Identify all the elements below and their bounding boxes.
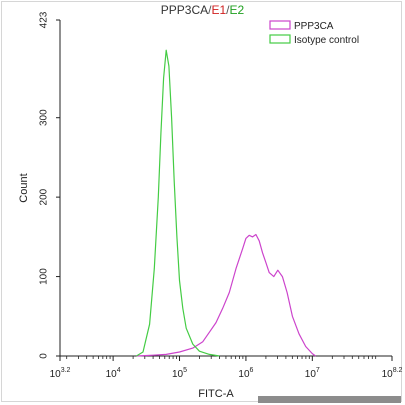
x-tick-label: 106 — [238, 367, 253, 380]
y-tick-label: 100 — [39, 268, 50, 285]
y-tick-label: 300 — [39, 109, 50, 126]
x-axis-title: FITC-A — [198, 388, 234, 400]
title-e2: E2 — [229, 3, 245, 17]
x-tick-label: 108.2 — [382, 367, 403, 380]
legend-label: Isotype control — [294, 35, 359, 46]
legend-label: PPP3CA — [294, 21, 334, 32]
legend-swatch — [269, 34, 291, 44]
x-tick-label: 103.2 — [50, 367, 71, 380]
series-line-ppp3ca — [136, 233, 316, 357]
title-main: PPP3CA — [160, 3, 209, 17]
series-line-isotype-control — [136, 49, 220, 357]
y-tick-label: 423 — [39, 11, 50, 28]
title-separator-1: / — [208, 3, 212, 17]
y-axis-title: Count — [18, 173, 30, 202]
legend-swatch — [269, 20, 291, 30]
title-e1: E1 — [211, 3, 227, 17]
y-tick-label: 0 — [39, 353, 50, 359]
horizontal-scrollbar[interactable] — [258, 396, 401, 403]
x-tick-label: 104 — [106, 367, 121, 380]
title-separator-2: / — [226, 3, 230, 17]
chart-title: PPP3CA/E1/E2 — [0, 3, 405, 17]
y-tick-label: 200 — [39, 188, 50, 205]
x-tick-label: 105 — [172, 367, 187, 380]
x-tick-label: 107 — [305, 367, 320, 380]
